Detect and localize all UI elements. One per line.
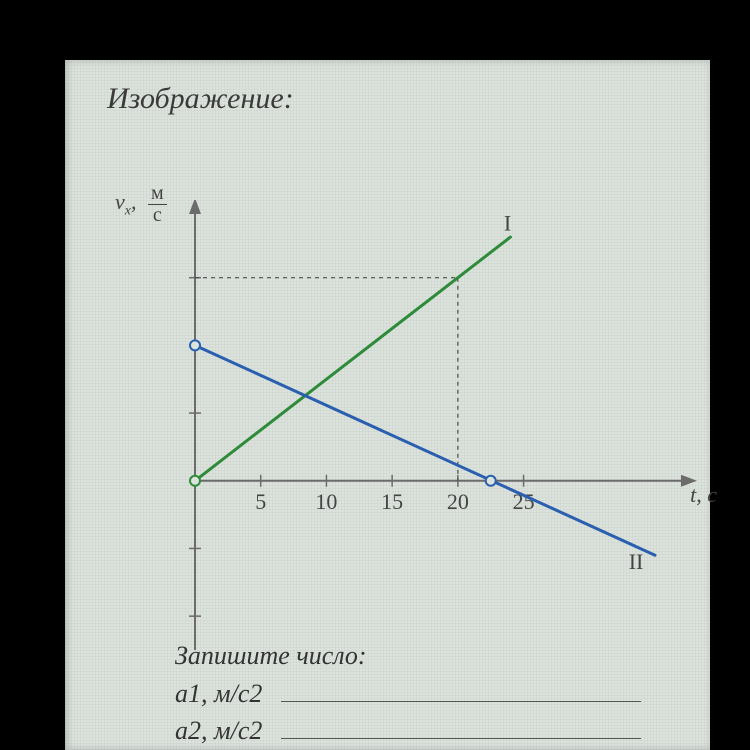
answer-row-a1: a1, м/с2 bbox=[175, 675, 641, 713]
answers-block: Запишите число: a1, м/с2 a2, м/с2 bbox=[175, 637, 641, 750]
page-title: Изображение: bbox=[107, 82, 294, 116]
answer-blank[interactable] bbox=[281, 677, 641, 701]
svg-text:10: 10 bbox=[315, 489, 337, 514]
answers-prompt: Запишите число: bbox=[175, 637, 641, 675]
answer-label: a2, м/с2 bbox=[175, 716, 262, 745]
chart-svg: 510152025−20−101020300III bbox=[185, 200, 705, 660]
answer-blank[interactable] bbox=[281, 715, 641, 739]
worksheet-panel: Изображение: vx, мс 510152025−20−1010203… bbox=[65, 60, 710, 750]
answer-row-a2: a2, м/с2 bbox=[175, 712, 641, 750]
svg-text:15: 15 bbox=[381, 489, 403, 514]
answer-label: a1, м/с2 bbox=[175, 679, 262, 708]
y-axis-label: vx, мс bbox=[115, 182, 167, 226]
velocity-chart: vx, мс 510152025−20−101020300III t, с bbox=[185, 200, 705, 660]
x-axis-label: t, с bbox=[690, 482, 717, 508]
svg-text:II: II bbox=[629, 549, 644, 574]
svg-text:I: I bbox=[504, 210, 511, 235]
svg-text:5: 5 bbox=[255, 489, 266, 514]
svg-text:20: 20 bbox=[447, 489, 469, 514]
